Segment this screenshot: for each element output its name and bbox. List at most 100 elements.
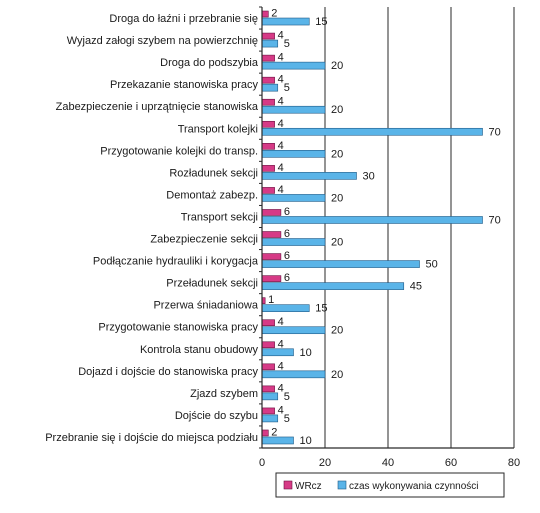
category-label: Przygotowanie kolejki do transp. bbox=[100, 145, 258, 157]
value-label-wrcz: 2 bbox=[271, 426, 277, 438]
value-label-czas: 5 bbox=[284, 413, 290, 425]
bar-czas bbox=[261, 39, 279, 48]
category-label: Rozładunek sekcji bbox=[169, 167, 258, 179]
category-label: Dojazd i dojście do stanowiska pracy bbox=[78, 366, 258, 378]
bar-czas bbox=[261, 326, 326, 335]
bar-czas bbox=[261, 83, 279, 92]
value-label-wrcz: 4 bbox=[278, 30, 284, 42]
bar-wrcz bbox=[261, 231, 282, 238]
value-label-wrcz: 4 bbox=[278, 118, 284, 130]
value-label-wrcz: 6 bbox=[284, 228, 290, 240]
value-label-wrcz: 4 bbox=[278, 162, 284, 174]
bar-wrcz bbox=[261, 275, 282, 282]
value-label-czas: 20 bbox=[331, 104, 343, 116]
legend-swatch-wrcz bbox=[283, 480, 293, 490]
value-label-wrcz: 2 bbox=[271, 8, 277, 20]
bar-wrcz bbox=[261, 209, 282, 216]
legend-swatch-czas bbox=[337, 480, 347, 490]
category-label: Zabezpieczenie i uprzątnięcie stanowiska bbox=[56, 101, 259, 113]
value-label-wrcz: 6 bbox=[284, 272, 290, 284]
category-labels: Droga do łaźni i przebranie się Wyjazd za… bbox=[45, 13, 259, 444]
value-label-czas: 10 bbox=[300, 435, 312, 447]
bar-wrcz bbox=[261, 143, 275, 150]
bar-wrcz bbox=[261, 253, 282, 260]
legend-label-czas: czas wykonywania czynności bbox=[349, 481, 479, 492]
bar-czas bbox=[261, 61, 326, 70]
value-label-czas: 50 bbox=[426, 259, 438, 271]
bar-czas bbox=[261, 216, 483, 224]
bar-wrcz bbox=[261, 363, 275, 371]
bar-wrcz bbox=[261, 54, 275, 62]
value-label-czas: 70 bbox=[489, 214, 501, 226]
value-label-czas: 20 bbox=[331, 369, 343, 381]
bar-wrcz bbox=[261, 407, 275, 415]
value-label-czas: 20 bbox=[331, 325, 343, 337]
bar-czas bbox=[261, 127, 483, 136]
category-label: Przebranie się i dojście do miejsca podz… bbox=[45, 432, 258, 444]
value-label-czas: 70 bbox=[489, 126, 501, 138]
value-label-wrcz: 4 bbox=[278, 360, 284, 372]
value-label-wrcz: 4 bbox=[278, 52, 284, 64]
value-label-wrcz: 4 bbox=[278, 338, 284, 350]
value-label-czas: 20 bbox=[331, 237, 343, 249]
category-label: Przygotowanie stanowiska pracy bbox=[98, 322, 258, 334]
value-label-czas: 20 bbox=[331, 192, 343, 204]
category-label: Transport sekcji bbox=[181, 211, 258, 223]
bar-czas bbox=[261, 172, 357, 180]
category-label: Przerwa śniadaniowa bbox=[153, 300, 258, 312]
value-label-czas: 15 bbox=[315, 303, 327, 315]
bar-wrcz bbox=[261, 32, 275, 40]
value-label-czas: 30 bbox=[363, 170, 375, 182]
value-label-wrcz: 4 bbox=[278, 316, 284, 328]
category-label: Wyjazd załogi szybem na powierzchnię bbox=[67, 35, 258, 47]
bar-wrcz bbox=[261, 76, 275, 84]
value-label-wrcz: 4 bbox=[278, 382, 284, 394]
value-label-czas: 5 bbox=[284, 391, 290, 403]
x-tick-label: 20 bbox=[319, 457, 331, 469]
value-label-wrcz: 4 bbox=[278, 140, 284, 152]
bar-czas bbox=[261, 414, 279, 423]
category-label: Droga do podszybia bbox=[160, 57, 259, 69]
category-label: Transport kolejki bbox=[178, 123, 258, 135]
bars bbox=[261, 10, 483, 445]
value-labels: 2154542045420470420430420670620650645115… bbox=[268, 8, 501, 447]
x-tick-label: 0 bbox=[259, 457, 265, 469]
bar-wrcz bbox=[261, 319, 275, 327]
legend-box bbox=[275, 472, 505, 498]
value-label-wrcz: 1 bbox=[268, 294, 274, 306]
bar-wrcz bbox=[261, 385, 275, 393]
legend: WRcz czas wykonywania czynności bbox=[275, 472, 505, 498]
bar-czas bbox=[261, 17, 310, 26]
legend-label-wrcz: WRcz bbox=[295, 481, 322, 492]
bar-czas bbox=[261, 238, 326, 246]
bar-wrcz bbox=[261, 187, 275, 194]
bar-wrcz bbox=[261, 341, 275, 349]
category-label: Przekazanie stanowiska pracy bbox=[110, 79, 258, 91]
bar-wrcz bbox=[261, 429, 269, 437]
category-label: Podłączanie hydrauliki i korygacja bbox=[93, 256, 259, 268]
value-label-czas: 20 bbox=[331, 148, 343, 160]
bar-czas bbox=[261, 370, 326, 379]
value-label-wrcz: 4 bbox=[278, 404, 284, 416]
bar-czas bbox=[261, 194, 326, 202]
bar-wrcz bbox=[261, 10, 269, 18]
value-label-czas: 45 bbox=[410, 281, 422, 293]
bar-wrcz bbox=[261, 165, 275, 172]
value-label-wrcz: 4 bbox=[278, 184, 284, 196]
value-label-wrcz: 4 bbox=[278, 74, 284, 86]
value-label-wrcz: 6 bbox=[284, 206, 290, 218]
category-label: Przeładunek sekcji bbox=[166, 278, 258, 290]
value-label-czas: 20 bbox=[331, 60, 343, 72]
bar-wrcz bbox=[261, 98, 275, 106]
value-label-wrcz: 6 bbox=[284, 250, 290, 262]
bar-czas bbox=[261, 150, 326, 158]
x-tick-label: 40 bbox=[382, 457, 394, 469]
grid-lines bbox=[324, 7, 515, 448]
bar-wrcz bbox=[261, 120, 275, 128]
value-label-czas: 5 bbox=[284, 38, 290, 50]
bar-czas bbox=[261, 436, 294, 445]
category-label: Zabezpieczenie sekcji bbox=[150, 234, 258, 246]
value-label-czas: 10 bbox=[300, 347, 312, 359]
category-label: Demontaż zabezp. bbox=[166, 189, 258, 201]
